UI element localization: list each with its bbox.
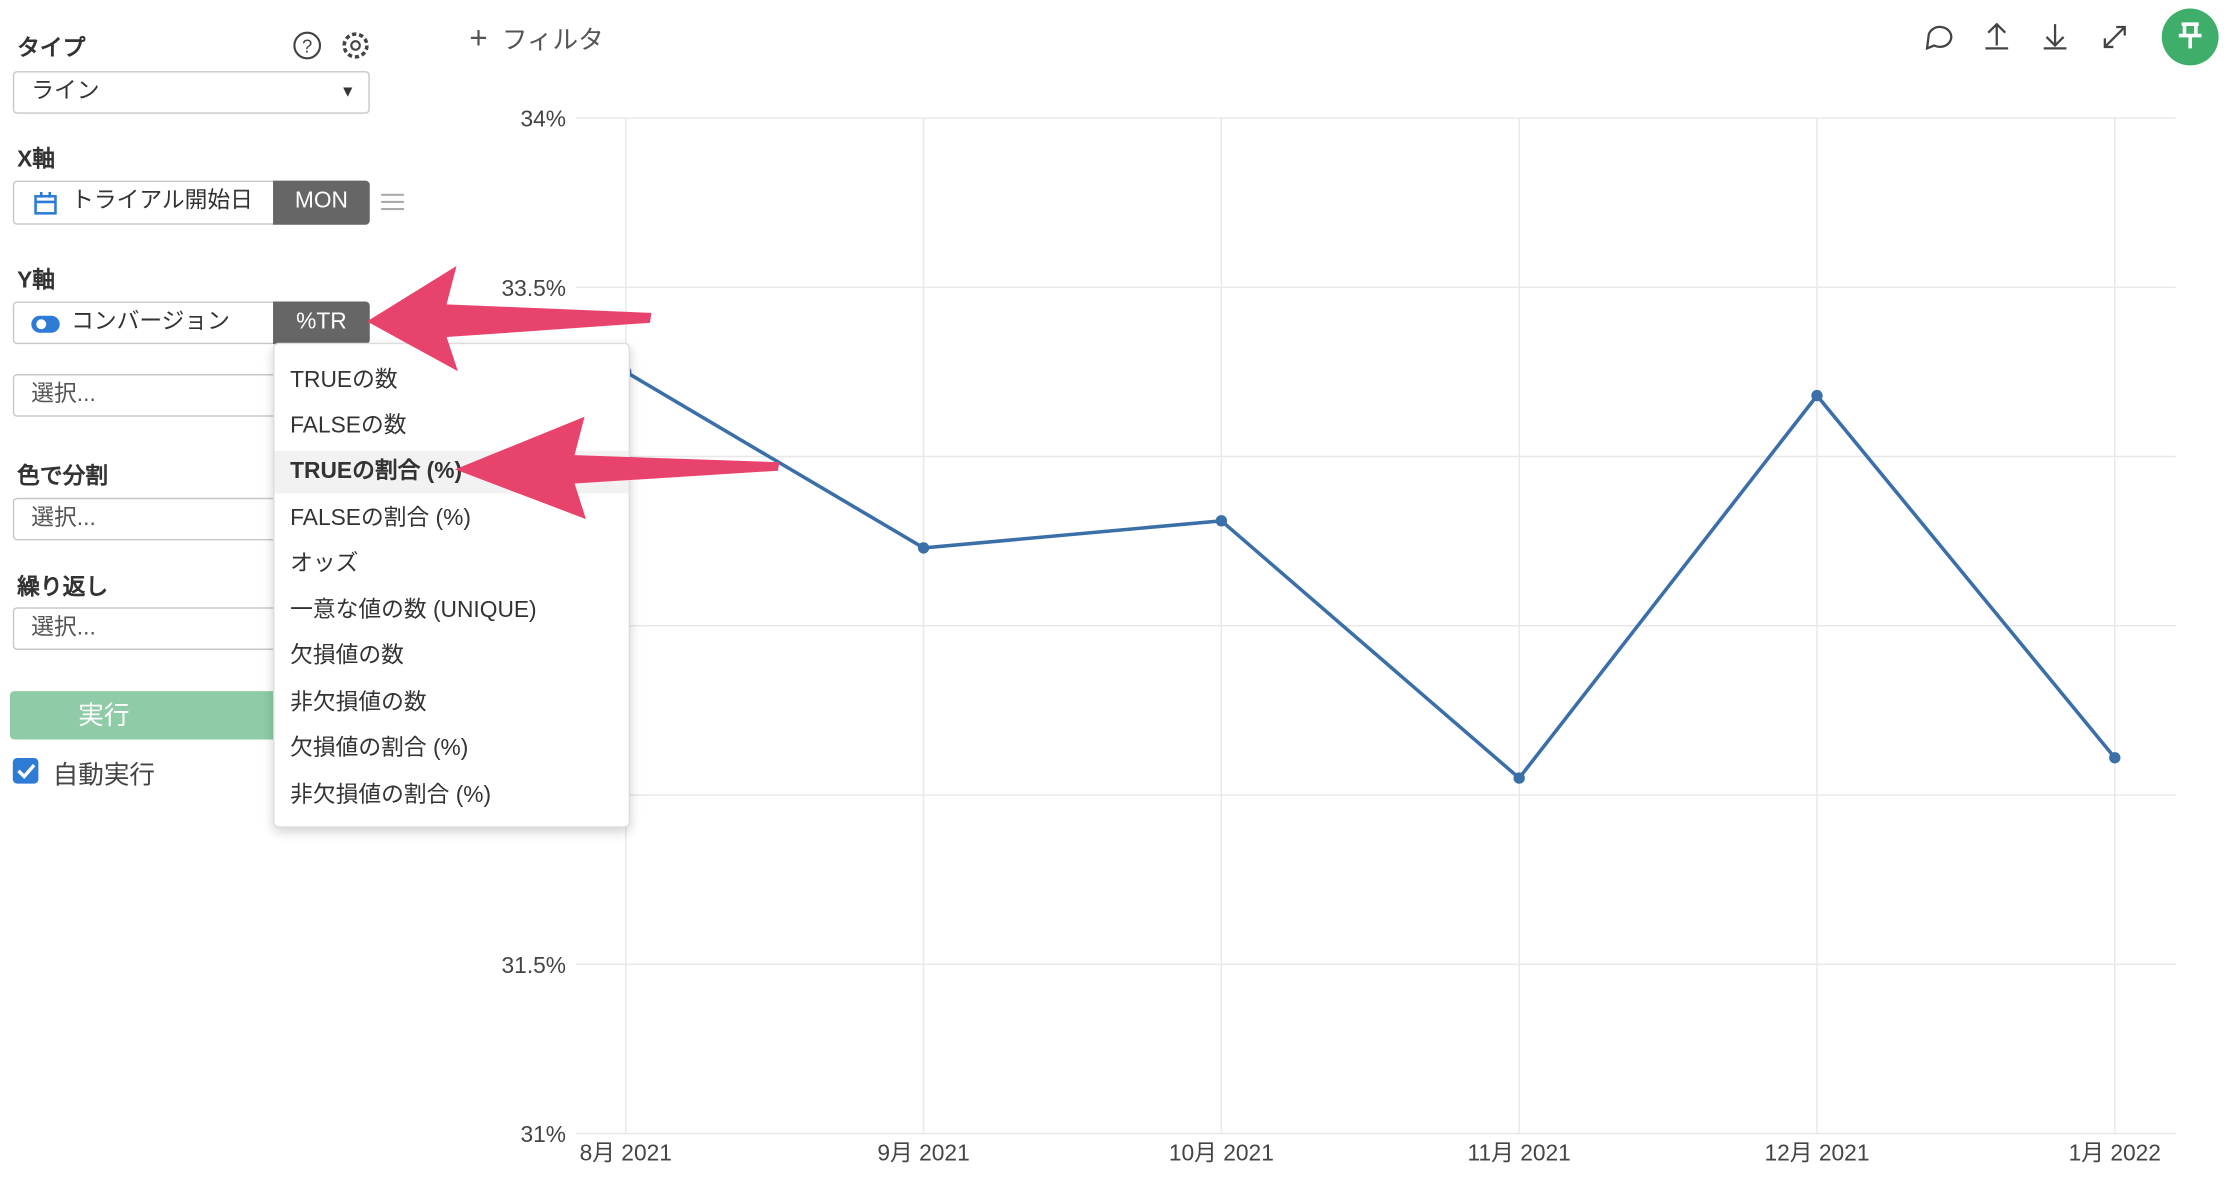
dropdown-option[interactable]: 欠損値の割合 (%) bbox=[290, 736, 469, 761]
x-tick-label: 8月 2021 bbox=[580, 1140, 672, 1166]
data-point bbox=[1513, 772, 1525, 784]
filter-text: フィルタ bbox=[501, 25, 604, 55]
dropdown-option[interactable]: 非欠損値の数 bbox=[290, 691, 427, 716]
y-tick-label: 31% bbox=[520, 1121, 566, 1147]
x-axis-label: X軸 bbox=[17, 147, 56, 173]
y-tick-label: 31.5% bbox=[502, 952, 567, 978]
y-axis-label: Y軸 bbox=[17, 268, 56, 293]
dropdown-option[interactable]: FALSEの数 bbox=[290, 413, 407, 439]
download-icon[interactable] bbox=[2043, 24, 2067, 50]
y-field[interactable]: コンバージョン bbox=[12, 301, 275, 345]
x-tick-label: 10月 2021 bbox=[1169, 1140, 1274, 1166]
calendar-icon bbox=[34, 191, 57, 215]
dropdown-option[interactable]: TRUEの割合 (%) bbox=[274, 450, 629, 494]
y-agg[interactable]: %TR bbox=[273, 301, 370, 345]
help-glyph: ? bbox=[302, 36, 312, 57]
x-field[interactable]: トライアル開始日 bbox=[12, 180, 275, 225]
type-label: タイプ bbox=[17, 36, 86, 62]
dropdown-option[interactable]: オッズ bbox=[290, 551, 359, 576]
x-tick-label: 11月 2021 bbox=[1468, 1140, 1571, 1166]
help-icon[interactable] bbox=[293, 31, 322, 60]
data-point bbox=[917, 542, 930, 554]
type-select[interactable]: ライン ▼ bbox=[12, 71, 370, 114]
toggle-icon bbox=[31, 315, 60, 333]
type-value: ライン bbox=[31, 79, 100, 104]
run-text: 実行 bbox=[78, 701, 130, 730]
aggregation-dropdown: TRUEの数 FALSEの数 TRUEの割合 (%) FALSEの割合 (%) オッズ一… bbox=[273, 342, 631, 828]
pin-icon bbox=[2178, 22, 2202, 49]
filter-button[interactable]: + フィルタ bbox=[469, 19, 604, 56]
x-tick-label: 1月 2022 bbox=[2069, 1140, 2161, 1166]
y-tick-label: 34% bbox=[520, 106, 566, 132]
upload-icon[interactable] bbox=[1985, 22, 2009, 50]
x-tick-label: 9月 2021 bbox=[877, 1140, 969, 1166]
menu-icon[interactable] bbox=[380, 191, 406, 214]
x-tick-label: 12月 2021 bbox=[1764, 1140, 1869, 1166]
data-point bbox=[1811, 389, 1823, 402]
dropdown-option[interactable]: 非欠損値の割合 (%) bbox=[290, 783, 492, 808]
y-field-text: コンバージョン bbox=[71, 310, 230, 335]
dropdown-option[interactable]: TRUEの数 bbox=[290, 368, 398, 393]
dropdown-option[interactable]: 欠損値の数 bbox=[290, 644, 404, 669]
toolbar-icons bbox=[1925, 8, 2219, 66]
x-agg[interactable]: MON bbox=[273, 180, 370, 225]
type-icons: ? bbox=[293, 31, 369, 60]
x-field-text: トライアル開始日 bbox=[71, 189, 253, 214]
settings-center bbox=[350, 40, 361, 51]
expand-icon[interactable] bbox=[2103, 25, 2126, 49]
settings-icon[interactable] bbox=[342, 32, 369, 59]
color-label: 色で分割 bbox=[17, 465, 109, 490]
dropdown-option[interactable]: FALSEの割合 (%) bbox=[290, 506, 471, 531]
comment-icon[interactable] bbox=[1925, 25, 1953, 51]
data-point bbox=[2109, 752, 2121, 764]
repeat-label: 繰り返し bbox=[17, 575, 109, 601]
data-point bbox=[1215, 515, 1228, 527]
dropdown-option[interactable]: 一意な値の数 (UNIQUE) bbox=[290, 598, 537, 623]
auto-run-checkbox[interactable] bbox=[11, 757, 39, 785]
series-line bbox=[624, 370, 2117, 781]
auto-run-label: 自動実行 bbox=[52, 760, 156, 790]
y-tick-label: 33.5% bbox=[502, 275, 567, 301]
